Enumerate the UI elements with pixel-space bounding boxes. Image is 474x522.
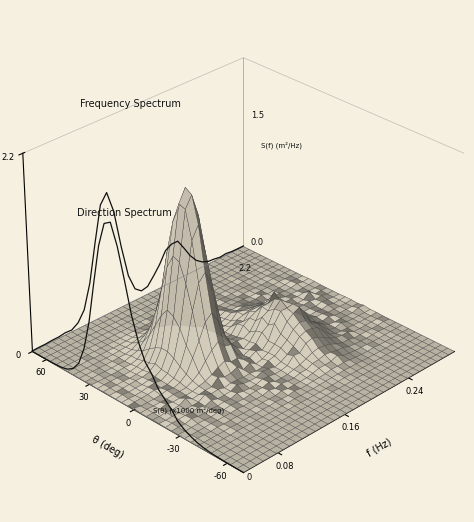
Y-axis label: θ (deg): θ (deg) bbox=[90, 434, 125, 460]
X-axis label: f (Hz): f (Hz) bbox=[365, 436, 393, 458]
